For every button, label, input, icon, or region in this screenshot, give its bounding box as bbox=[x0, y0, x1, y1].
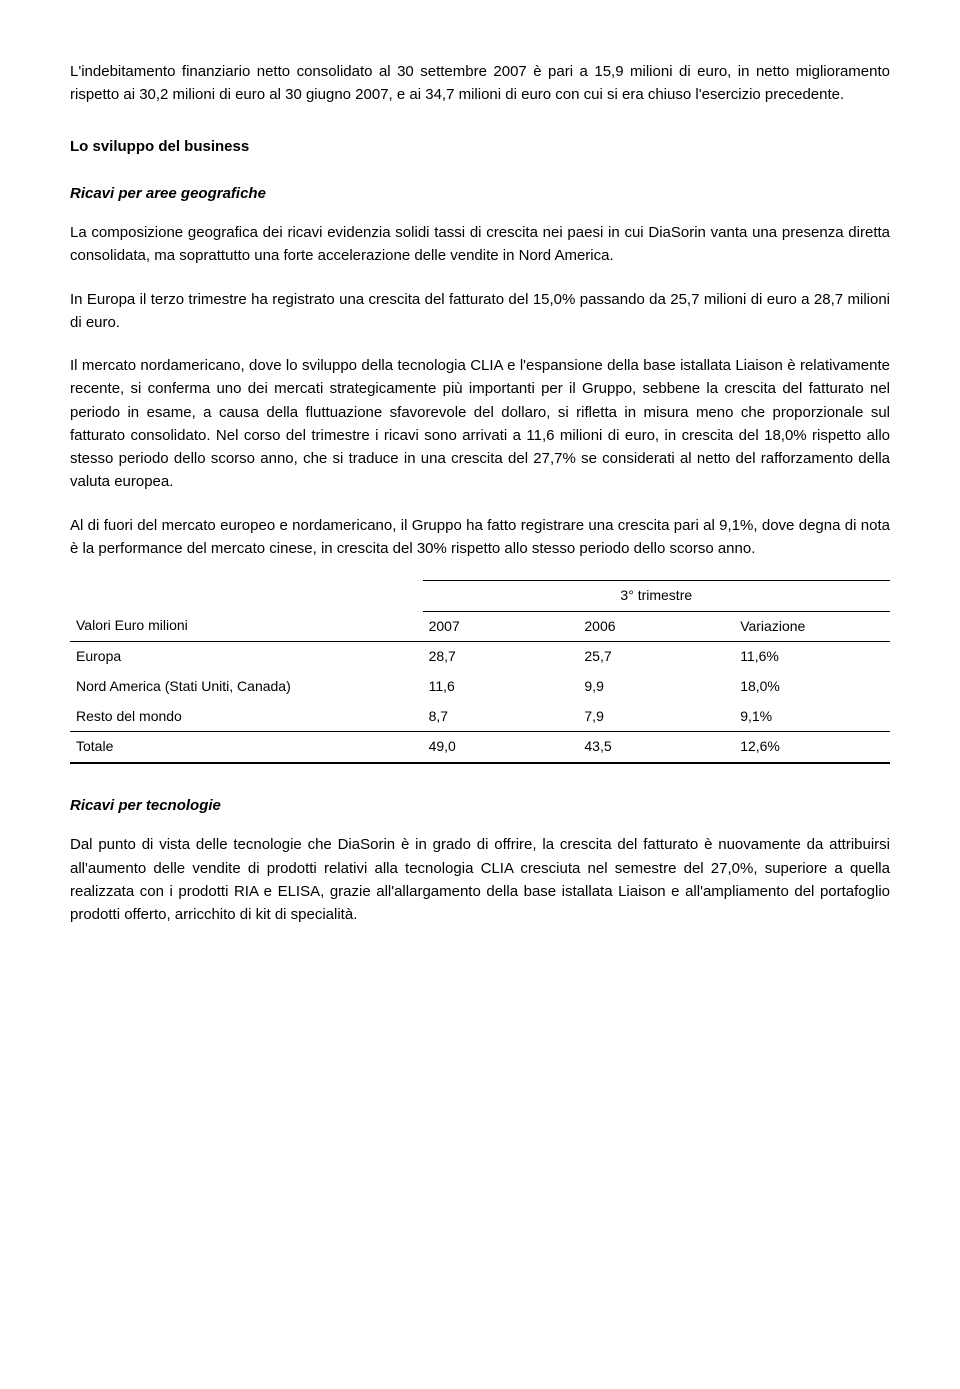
intro-paragraph: L'indebitamento finanziario netto consol… bbox=[70, 60, 890, 107]
cell-value: 8,7 bbox=[423, 702, 579, 732]
col-header-variazione: Variazione bbox=[734, 611, 890, 642]
table-row: Nord America (Stati Uniti, Canada) 11,6 … bbox=[70, 672, 890, 702]
body-paragraph: La composizione geografica dei ricavi ev… bbox=[70, 221, 890, 268]
cell-value: 12,6% bbox=[734, 732, 890, 763]
cell-value: 49,0 bbox=[423, 732, 579, 763]
col-header-2007: 2007 bbox=[423, 611, 579, 642]
section-heading-business: Lo sviluppo del business bbox=[70, 135, 890, 158]
subheading-geografiche: Ricavi per aree geografiche bbox=[70, 182, 890, 205]
cell-label: Totale bbox=[70, 732, 423, 763]
col-header-label: Valori Euro milioni bbox=[70, 611, 423, 642]
cell-label: Europa bbox=[70, 642, 423, 672]
cell-value: 25,7 bbox=[578, 642, 734, 672]
table-total-row: Totale 49,0 43,5 12,6% bbox=[70, 732, 890, 763]
table-row: Europa 28,7 25,7 11,6% bbox=[70, 642, 890, 672]
cell-value: 7,9 bbox=[578, 702, 734, 732]
cell-value: 18,0% bbox=[734, 672, 890, 702]
body-paragraph: Il mercato nordamericano, dove lo svilup… bbox=[70, 354, 890, 494]
revenue-by-region-table: 3° trimestre Valori Euro milioni 2007 20… bbox=[70, 580, 890, 764]
cell-value: 11,6 bbox=[423, 672, 579, 702]
table-super-header: 3° trimestre bbox=[423, 581, 890, 612]
body-paragraph: In Europa il terzo trimestre ha registra… bbox=[70, 288, 890, 335]
cell-value: 9,9 bbox=[578, 672, 734, 702]
table-row: Resto del mondo 8,7 7,9 9,1% bbox=[70, 702, 890, 732]
table-header-row: Valori Euro milioni 2007 2006 Variazione bbox=[70, 611, 890, 642]
body-paragraph: Al di fuori del mercato europeo e nordam… bbox=[70, 514, 890, 561]
cell-value: 28,7 bbox=[423, 642, 579, 672]
cell-value: 43,5 bbox=[578, 732, 734, 763]
col-header-2006: 2006 bbox=[578, 611, 734, 642]
body-paragraph: Dal punto di vista delle tecnologie che … bbox=[70, 833, 890, 926]
cell-label: Nord America (Stati Uniti, Canada) bbox=[70, 672, 423, 702]
cell-label: Resto del mondo bbox=[70, 702, 423, 732]
table-super-header-row: 3° trimestre bbox=[70, 581, 890, 612]
cell-value: 9,1% bbox=[734, 702, 890, 732]
subheading-tecnologie: Ricavi per tecnologie bbox=[70, 794, 890, 817]
cell-value: 11,6% bbox=[734, 642, 890, 672]
